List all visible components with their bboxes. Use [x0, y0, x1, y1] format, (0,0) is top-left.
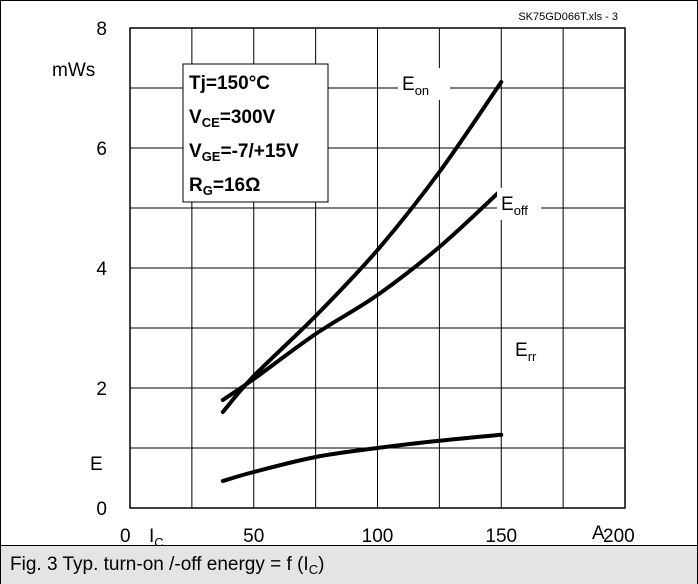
y-unit-label: mWs	[52, 60, 95, 81]
y-tick-label: 6	[96, 139, 107, 160]
curve-label-bg	[511, 334, 551, 364]
condition-line: VCE=300V	[189, 107, 276, 130]
y-axis-label: E	[90, 454, 103, 475]
series-line-on	[220, 80, 504, 414]
series-line-rr	[220, 432, 504, 483]
y-tick-label: 8	[96, 19, 107, 40]
x-tick-label: 150	[485, 526, 517, 547]
x-unit-label: A	[592, 523, 605, 544]
tick-labels: 0 2 4 6 8 0 50 100 150 200	[96, 19, 634, 547]
curve-label-on: Eon	[402, 74, 429, 98]
y-tick-label: 0	[96, 499, 107, 520]
y-tick-label: 2	[96, 379, 107, 400]
plot-border	[129, 27, 626, 509]
figure-caption: Fig. 3 Typ. turn-on /-off energy = f (IC…	[10, 554, 325, 577]
conditions-box: Tj=150°C VCE=300V VGE=-7/+15V RG=16Ω	[182, 63, 329, 203]
curve-label-bg	[398, 68, 450, 100]
curve-labels: Eon Eoff Err	[398, 68, 551, 364]
caption-bar: Fig. 3 Typ. turn-on /-off energy = f (IC…	[1, 545, 697, 584]
curve-label-bg	[497, 188, 541, 220]
condition-line: Tj=150°C	[189, 73, 270, 94]
x-tick-label: 50	[243, 526, 264, 547]
x-axis-label: IC	[149, 526, 164, 550]
curve-label-rr: Err	[515, 340, 537, 364]
y-tick-label: 4	[96, 259, 107, 280]
file-id: SK75GD066T.xls - 3	[518, 11, 618, 23]
x-tick-label: 0	[120, 526, 131, 547]
condition-line: VGE=-7/+15V	[189, 141, 299, 164]
curve-label-off: Eoff	[501, 194, 528, 218]
series-line-off	[220, 188, 504, 402]
condition-line: RG=16Ω	[189, 175, 260, 198]
series	[220, 80, 504, 483]
x-tick-label: 100	[362, 526, 394, 547]
x-tick-label: 200	[603, 526, 635, 547]
